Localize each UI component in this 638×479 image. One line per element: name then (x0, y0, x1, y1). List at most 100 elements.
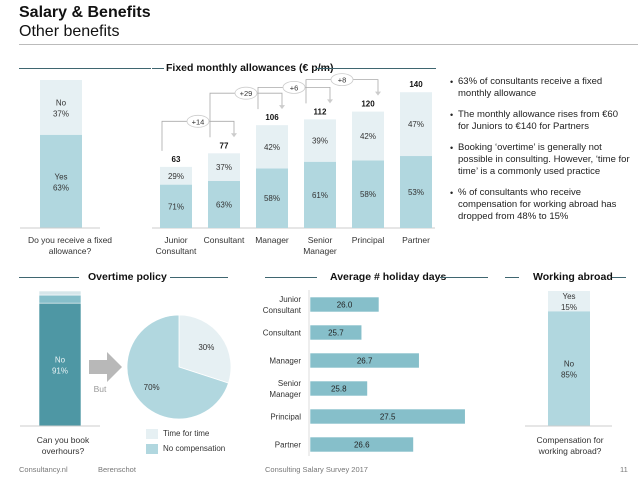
increment-label: +8 (338, 76, 347, 85)
data-label: 15% (561, 303, 577, 312)
data-label: 58% (264, 194, 280, 203)
overtime-question-line1: Can you book (36, 435, 90, 445)
category-label: Manager (269, 357, 301, 366)
increment-bubble (234, 86, 258, 100)
bar-segment-other (38, 294, 82, 304)
category-label: Partner (275, 441, 302, 450)
bar-segment-upper (400, 92, 432, 157)
total-label: 106 (265, 113, 279, 122)
data-label: Yes (54, 172, 67, 181)
holiday-bar (309, 408, 466, 425)
fixed-allowance-question: Do you receive a fixed allowance? (27, 235, 113, 256)
section-rule (152, 68, 164, 69)
data-label: 29% (168, 172, 184, 181)
bar-segment-yes (40, 134, 82, 228)
data-label: 63% (216, 200, 232, 209)
total-label: 77 (220, 141, 229, 150)
overtime-question-line2: overhours? (41, 446, 85, 456)
increment-arrowhead (327, 99, 333, 104)
data-label: 63% (53, 183, 69, 192)
pie-slice-no-compensation (126, 314, 229, 420)
holiday-bar (309, 380, 368, 397)
bar-segment-lower (304, 161, 336, 228)
data-label: 39% (312, 137, 328, 146)
data-label: No (55, 356, 66, 365)
bar-segment-lower (400, 156, 432, 228)
data-label: 91% (52, 367, 68, 376)
data-label: 47% (408, 120, 424, 129)
data-label: 53% (408, 188, 424, 197)
section-rule (316, 68, 436, 69)
page-title: Salary & Benefits (19, 4, 151, 21)
arrow-right-icon (89, 352, 122, 382)
bullet-item: % of consultants who receive compensatio… (450, 187, 630, 223)
increment-arrowhead (375, 91, 381, 96)
bar-segment-lower (352, 160, 384, 228)
pie-slice-time-for-time (178, 314, 232, 384)
legend-swatch-no-compensation (146, 444, 158, 454)
category-label: Junior (164, 235, 187, 245)
category-label: Consultant (204, 235, 245, 245)
section-rule (265, 277, 317, 278)
data-label: 61% (312, 191, 328, 200)
section-rule (440, 277, 488, 278)
bar-segment-no (40, 80, 82, 135)
increment-arrowhead (279, 105, 285, 110)
overtime-bar-chart: No 91% (20, 290, 100, 427)
increment-label: +29 (240, 89, 253, 98)
section-rule (19, 277, 79, 278)
data-label: 37% (53, 109, 69, 118)
category-label: Senior (308, 235, 333, 245)
footer-partner: Berenschot (98, 465, 136, 474)
bar-segment-no (548, 311, 590, 426)
data-label: 25.7 (328, 329, 344, 338)
bar-segment-other2 (38, 290, 82, 296)
holiday-section-title: Average # holiday days (330, 271, 447, 283)
bullet-item: Booking ‘overtime’ is generally not poss… (450, 142, 630, 178)
bar-segment-upper (352, 111, 384, 161)
page-subtitle: Other benefits (19, 23, 120, 40)
title-divider (19, 44, 638, 45)
total-label: 120 (361, 100, 375, 109)
abroad-question-line2: working abroad? (538, 446, 602, 456)
category-label: Principal (270, 413, 301, 422)
data-label: 25.8 (331, 385, 347, 394)
holiday-bar (309, 296, 380, 313)
bar-segment-upper (256, 125, 288, 169)
increment-bubble (186, 114, 210, 128)
increment-arrowhead (231, 133, 237, 138)
data-label: 27.5 (380, 413, 396, 422)
abroad-section-title: Working abroad (533, 271, 613, 283)
bar-segment-lower (256, 168, 288, 228)
increment-bubble (282, 80, 306, 94)
section-rule (19, 68, 151, 69)
data-label: 58% (360, 190, 376, 199)
data-label: 71% (168, 202, 184, 211)
abroad-question-line1: Compensation for (536, 435, 604, 445)
data-label: 37% (216, 163, 232, 172)
bar-segment-upper (208, 153, 240, 181)
footer-report-title: Consulting Salary Survey 2017 (265, 465, 368, 474)
legend-label-time-for-time: Time for time (163, 429, 210, 438)
data-label: 42% (360, 132, 376, 141)
category-label: Junior (279, 295, 301, 304)
bar-segment-lower (160, 184, 192, 228)
overtime-section-title: Overtime policy (88, 271, 167, 283)
working-abroad-chart: No 85% Yes 15% (525, 291, 612, 427)
holiday-bar (309, 436, 414, 453)
pie-label: 30% (198, 343, 214, 352)
category-label: Manager (255, 235, 289, 245)
overtime-pie-chart: But 30% 70% (89, 314, 232, 420)
bullet-item: 63% of consultants receive a fixed month… (450, 76, 630, 100)
fixed-allowance-chart: Yes 63% No 37% (20, 80, 100, 229)
bar-segment-upper (160, 166, 192, 185)
bar-segment-yes (548, 291, 590, 312)
abroad-question: Compensation for working abroad? (520, 435, 620, 457)
holiday-bar (309, 324, 363, 341)
data-label: 42% (264, 143, 280, 152)
total-label: 140 (409, 80, 423, 89)
holiday-days-chart: 26.0 Junior Consultant 25.7 Consultant 26.7 Ma… (263, 290, 466, 456)
category-label: Consultant (263, 306, 302, 315)
bar-segment-no (38, 302, 82, 427)
